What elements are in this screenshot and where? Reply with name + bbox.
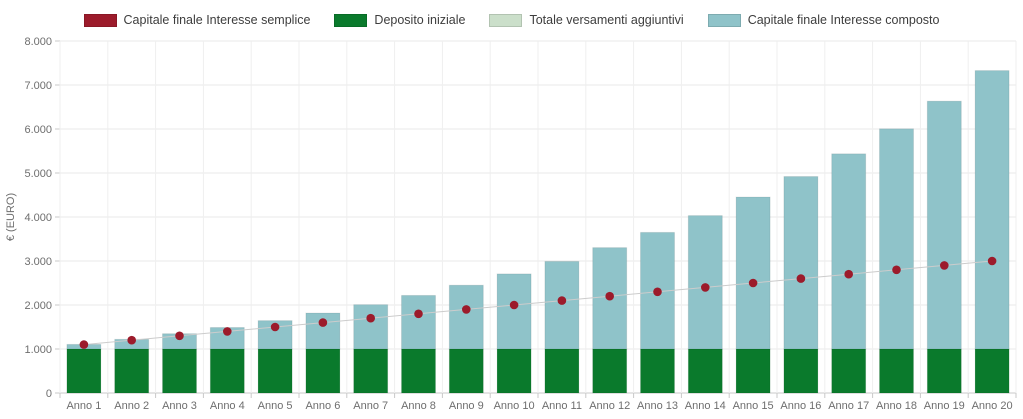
bar-deposito-iniziale	[592, 348, 628, 394]
bar-deposito-iniziale	[640, 348, 675, 394]
bar-deposito-iniziale	[974, 348, 1010, 394]
x-tick-label: Anno 11	[542, 400, 582, 412]
bar-deposito-iniziale	[353, 348, 389, 394]
bar-deposito-iniziale	[66, 348, 102, 394]
x-tick-label: Anno 15	[733, 400, 774, 412]
bar-deposito-iniziale	[496, 348, 532, 394]
x-tick-label: Anno 2	[114, 400, 149, 412]
point-interesse-semplice	[892, 265, 901, 275]
point-interesse-semplice	[605, 291, 614, 301]
bar-deposito-iniziale	[687, 348, 723, 394]
legend-label-interesse-semplice: Capitale finale Interesse semplice	[123, 13, 311, 27]
bar-interesse-composto	[353, 304, 389, 350]
y-tick-label: 2.000	[24, 300, 52, 312]
bar-interesse-composto	[783, 176, 819, 350]
chart-legend: Capitale finale Interesse semplice Depos…	[0, 13, 1023, 27]
bar-deposito-iniziale	[735, 348, 771, 394]
point-interesse-semplice	[270, 322, 280, 332]
point-interesse-semplice	[940, 261, 949, 270]
legend-swatch-interesse-composto	[707, 13, 741, 27]
legend-label-versamenti-aggiuntivi: Totale versamenti aggiuntivi	[529, 13, 684, 27]
x-tick-label: Anno 10	[494, 400, 535, 412]
x-tick-label: Anno 13	[637, 400, 678, 412]
x-tick-label: Anno 9	[449, 400, 484, 412]
bar-interesse-composto	[496, 273, 532, 350]
line-interesse-semplice	[83, 260, 993, 346]
legend-item-deposito-iniziale[interactable]: Deposito iniziale	[334, 13, 465, 27]
x-tick-label: Anno 12	[589, 400, 630, 412]
bar-deposito-iniziale	[544, 348, 580, 394]
y-axis-title: € (EURO)	[5, 193, 17, 241]
bar-interesse-composto	[974, 70, 1010, 350]
bar-deposito-iniziale	[831, 348, 867, 394]
point-interesse-semplice	[701, 283, 710, 292]
bar-deposito-iniziale	[879, 348, 914, 394]
bar-deposito-iniziale	[401, 348, 436, 394]
point-interesse-semplice	[748, 278, 758, 288]
x-tick-label: Anno 5	[258, 400, 293, 412]
point-interesse-semplice	[653, 287, 662, 297]
x-tick-label: Anno 17	[828, 400, 869, 412]
bar-interesse-composto	[448, 284, 484, 350]
y-tick-label: 0	[46, 388, 52, 400]
x-tick-label: Anno 16	[780, 400, 821, 412]
legend-item-interesse-semplice[interactable]: Capitale finale Interesse semplice	[83, 13, 311, 27]
x-tick-label: Anno 4	[210, 400, 245, 412]
bar-deposito-iniziale	[305, 348, 341, 394]
bar-interesse-composto	[926, 100, 962, 350]
y-tick-label: 6.000	[24, 124, 52, 136]
legend-item-versamenti-aggiuntivi[interactable]: Totale versamenti aggiuntivi	[489, 13, 684, 27]
legend-item-interesse-composto[interactable]: Capitale finale Interesse composto	[707, 13, 940, 27]
bar-deposito-iniziale	[114, 348, 150, 394]
bar-interesse-composto	[544, 260, 580, 350]
point-interesse-semplice	[79, 340, 89, 349]
bar-deposito-iniziale	[783, 348, 819, 394]
point-interesse-semplice	[987, 256, 997, 266]
x-tick-label: Anno 8	[401, 400, 436, 412]
x-tick-label: Anno 14	[685, 400, 726, 412]
bar-interesse-composto	[687, 215, 723, 350]
point-interesse-semplice	[366, 313, 376, 323]
legend-label-interesse-composto: Capitale finale Interesse composto	[747, 13, 940, 27]
point-interesse-semplice	[223, 327, 232, 336]
bar-deposito-iniziale	[448, 348, 484, 394]
bar-deposito-iniziale	[257, 348, 293, 394]
bar-interesse-composto	[879, 128, 914, 350]
x-tick-label: Anno 19	[924, 400, 965, 412]
bar-interesse-composto	[257, 320, 293, 350]
point-interesse-semplice	[844, 269, 853, 279]
y-tick-label: 4.000	[24, 212, 52, 224]
x-tick-label: Anno 18	[876, 400, 917, 412]
bar-interesse-composto	[401, 294, 436, 350]
x-tick-label: Anno 1	[66, 400, 101, 412]
legend-swatch-deposito-iniziale	[334, 13, 368, 27]
y-tick-label: 1.000	[24, 344, 52, 356]
legend-label-deposito-iniziale: Deposito iniziale	[374, 13, 466, 27]
bar-deposito-iniziale	[926, 348, 962, 394]
bar-interesse-composto	[831, 153, 867, 350]
bar-interesse-composto	[735, 196, 771, 350]
point-interesse-semplice	[796, 274, 806, 283]
y-tick-label: 5.000	[24, 168, 52, 180]
bar-deposito-iniziale	[162, 348, 197, 394]
point-interesse-semplice	[414, 309, 423, 319]
point-interesse-semplice	[127, 335, 136, 345]
x-tick-label: Anno 20	[972, 400, 1013, 412]
y-tick-label: 7.000	[24, 80, 52, 92]
point-interesse-semplice	[509, 300, 519, 310]
bar-deposito-iniziale	[209, 348, 245, 394]
point-interesse-semplice	[175, 331, 184, 341]
point-interesse-semplice	[462, 305, 471, 314]
y-tick-label: 3.000	[24, 256, 52, 268]
legend-swatch-versamenti-aggiuntivi	[489, 13, 523, 27]
x-tick-label: Anno 6	[305, 400, 340, 412]
point-interesse-semplice	[557, 296, 567, 305]
point-interesse-semplice	[318, 318, 328, 327]
x-tick-label: Anno 7	[353, 400, 388, 412]
x-tick-label: Anno 3	[162, 400, 197, 412]
y-tick-label: 8.000	[24, 36, 52, 48]
legend-swatch-interesse-semplice	[83, 13, 117, 27]
